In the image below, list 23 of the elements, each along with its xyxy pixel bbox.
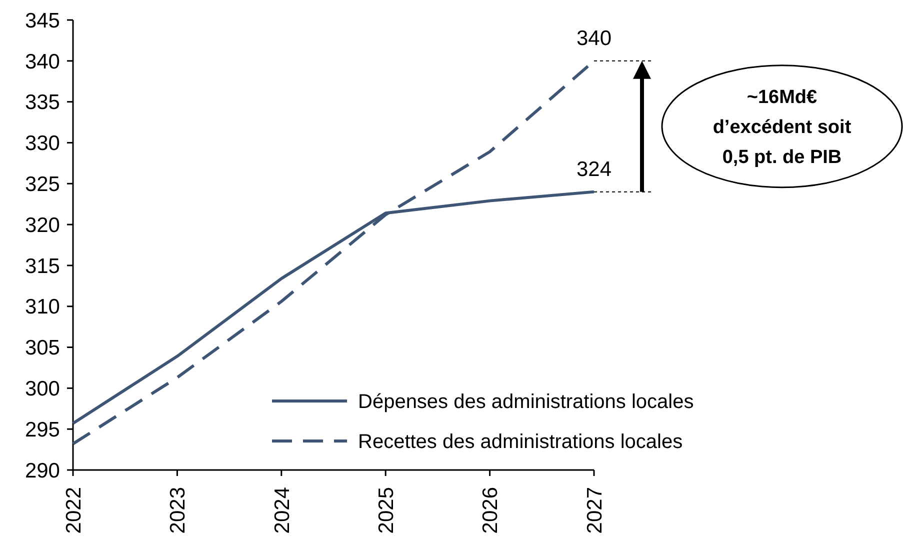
y-tick-label: 295 [24, 418, 60, 442]
data-label: 340 [576, 26, 612, 50]
x-tick-label: 2026 [479, 487, 502, 534]
x-tick-label: 2023 [166, 487, 190, 534]
y-tick-label: 305 [24, 336, 60, 360]
y-tick-label: 330 [24, 132, 60, 156]
legend-label: Dépenses des administrations locales [358, 391, 694, 413]
y-tick-label: 320 [24, 214, 60, 237]
x-tick-label: 2027 [583, 487, 606, 534]
y-tick-label: 315 [24, 254, 60, 278]
x-tick-label: 2025 [374, 487, 398, 534]
y-tick-label: 335 [24, 91, 60, 114]
data-label: 324 [576, 158, 612, 181]
text: ~16Md€ d’excédent soit 0,5 pt. de PIB [712, 87, 852, 168]
x-tick-label: 2022 [62, 487, 86, 534]
y-tick-label: 340 [24, 50, 60, 74]
y-tick-label: 345 [24, 9, 60, 32]
x-tick-label: 2024 [270, 486, 294, 534]
y-tick-label: 310 [24, 296, 60, 319]
y-tick-label: 300 [24, 378, 60, 401]
legend-label: Recettes des administrations locales [358, 431, 683, 453]
y-tick-label: 290 [24, 459, 60, 482]
y-tick-label: 325 [24, 172, 60, 196]
